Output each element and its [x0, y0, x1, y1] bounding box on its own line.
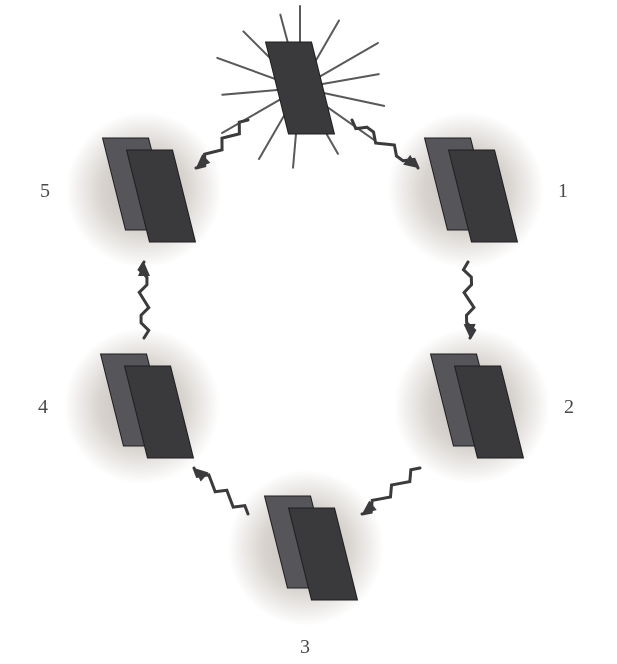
diagram-svg	[0, 0, 617, 664]
node-label-3: 3	[300, 636, 310, 659]
diagram-stage: 1 2 3 4 5	[0, 0, 617, 664]
node-label-5: 5	[40, 180, 50, 203]
node-label-1: 1	[558, 180, 568, 203]
node-label-4: 4	[38, 396, 48, 419]
node-label-2: 2	[564, 396, 574, 419]
